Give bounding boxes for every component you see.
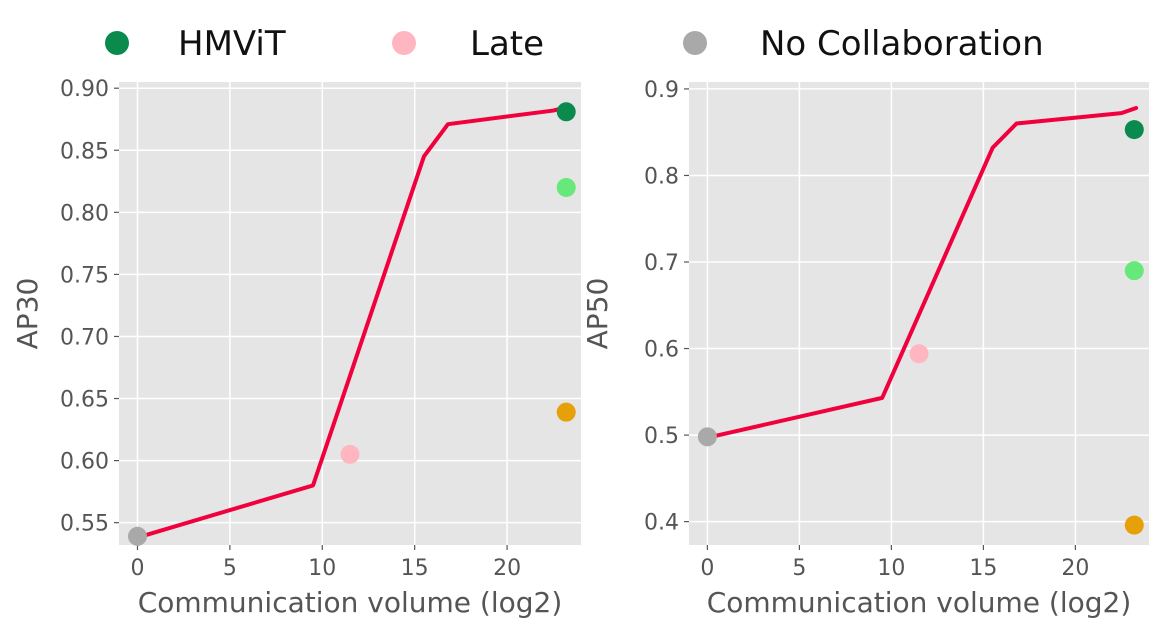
y-tick-label: 0.6 (644, 338, 679, 363)
x-tick-label: 10 (877, 556, 905, 581)
y-tick-label: 0.65 (60, 388, 109, 413)
series-line (705, 105, 1139, 440)
y-tick-label: 0.55 (60, 512, 109, 537)
y-tick-label: 0.80 (60, 201, 109, 226)
plot-background (119, 82, 581, 545)
legend-marker-1 (392, 31, 416, 55)
y-tick-label: 0.9 (644, 78, 679, 103)
y-tick-label: 0.60 (60, 450, 109, 475)
y-tick-label: 0.7 (644, 251, 679, 276)
y-axis-title: AP50 (581, 278, 614, 350)
x-tick-label: 20 (493, 556, 521, 581)
data-point (1124, 515, 1144, 535)
y-axis-title: AP30 (11, 278, 44, 350)
y-tick-label: 0.75 (60, 263, 109, 288)
x-axis-title: Communication volume (log2) (138, 586, 563, 619)
x-tick-label: 0 (130, 556, 144, 581)
data-point (127, 526, 147, 546)
data-point (1124, 120, 1144, 140)
legend-label-0: HMViT (178, 24, 286, 64)
y-tick-label: 0.8 (644, 164, 679, 189)
y-tick-label: 0.70 (60, 325, 109, 350)
x-tick-label: 15 (401, 556, 429, 581)
data-point (556, 102, 576, 122)
data-point (1124, 261, 1144, 281)
x-tick-label: 5 (792, 556, 806, 581)
legend: HMViT Late No Collaboration (105, 24, 1044, 64)
legend-label-2: No Collaboration (760, 24, 1044, 64)
x-tick-label: 0 (700, 556, 714, 581)
y-tick-label: 0.5 (644, 424, 679, 449)
chart-panel-2: 0 5 10 15 20 0.4 0.5 0.6 0.7 0.8 0.9 Communication … (581, 78, 1149, 619)
y-tick-label: 0.4 (644, 511, 679, 536)
legend-marker-2 (683, 31, 707, 55)
y-tick-label: 0.85 (60, 139, 109, 164)
data-point (556, 178, 576, 198)
data-point (556, 402, 576, 422)
series-line (135, 104, 571, 540)
legend-marker-0 (105, 31, 129, 55)
x-tick-label: 10 (308, 556, 336, 581)
data-point (697, 427, 717, 447)
x-tick-label: 20 (1061, 556, 1089, 581)
legend-label-1: Late (470, 24, 544, 64)
x-tick-label: 15 (969, 556, 997, 581)
x-tick-label: 5 (223, 556, 237, 581)
y-tick-label: 0.90 (60, 77, 109, 102)
chart-panel-1: 0 5 10 15 20 0.55 0.60 0.65 0.70 0.75 0.80 0.85 0.90… (11, 77, 581, 619)
data-point (340, 444, 360, 464)
x-axis-title: Communication volume (log2) (707, 586, 1132, 619)
data-point (909, 344, 929, 364)
